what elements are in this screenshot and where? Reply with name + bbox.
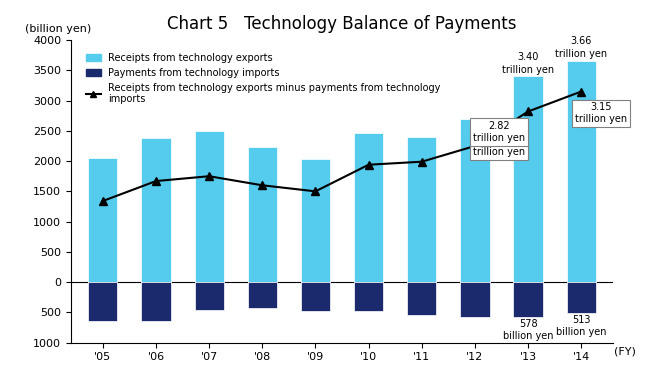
Receipts from technology exports minus payments from technology
imports xyxy=(418,159,426,164)
Text: 3.40
trillion yen: 3.40 trillion yen xyxy=(502,52,554,75)
Bar xyxy=(301,159,330,282)
Bar xyxy=(88,158,117,282)
Receipts from technology exports minus payments from technology
imports xyxy=(312,189,320,194)
Text: 2.82
trillion yen: 2.82 trillion yen xyxy=(473,136,525,157)
Receipts from technology exports minus payments from technology
imports xyxy=(99,199,107,203)
Text: (billion yen): (billion yen) xyxy=(25,24,91,34)
Bar xyxy=(247,147,277,282)
Bar xyxy=(195,282,224,310)
Bar xyxy=(354,282,383,311)
Bar xyxy=(301,282,330,311)
Bar xyxy=(141,138,171,282)
Text: 2.82
trillion yen: 2.82 trillion yen xyxy=(473,121,525,143)
Receipts from technology exports minus payments from technology
imports xyxy=(365,162,372,167)
Bar xyxy=(141,282,171,321)
Bar xyxy=(354,133,383,282)
Receipts from technology exports minus payments from technology
imports xyxy=(577,89,585,94)
Bar xyxy=(195,131,224,282)
Receipts from technology exports minus payments from technology
imports xyxy=(152,179,160,183)
Receipts from technology exports minus payments from technology
imports xyxy=(471,144,479,148)
Bar xyxy=(407,137,436,282)
Receipts from technology exports minus payments from technology
imports xyxy=(258,183,266,187)
Bar xyxy=(247,282,277,308)
Text: 513
billion yen: 513 billion yen xyxy=(556,315,607,337)
Legend: Receipts from technology exports, Payments from technology imports, Receipts fro: Receipts from technology exports, Paymen… xyxy=(81,48,446,109)
Bar xyxy=(407,282,436,315)
Bar xyxy=(514,282,543,317)
Receipts from technology exports minus payments from technology
imports xyxy=(205,174,213,179)
Bar xyxy=(566,282,596,313)
Receipts from technology exports minus payments from technology
imports xyxy=(524,109,532,114)
Bar xyxy=(514,76,543,282)
Bar xyxy=(566,61,596,282)
Title: Chart 5   Technology Balance of Payments: Chart 5 Technology Balance of Payments xyxy=(167,15,517,33)
Text: 3.66
trillion yen: 3.66 trillion yen xyxy=(555,37,607,59)
Text: (FY): (FY) xyxy=(614,346,636,356)
Line: Receipts from technology exports minus payments from technology
imports: Receipts from technology exports minus p… xyxy=(99,87,585,205)
Text: 578
billion yen: 578 billion yen xyxy=(503,319,553,341)
Bar xyxy=(88,282,117,321)
Bar xyxy=(460,119,490,282)
Text: 3.15
trillion yen: 3.15 trillion yen xyxy=(575,102,628,124)
Bar xyxy=(460,282,490,316)
